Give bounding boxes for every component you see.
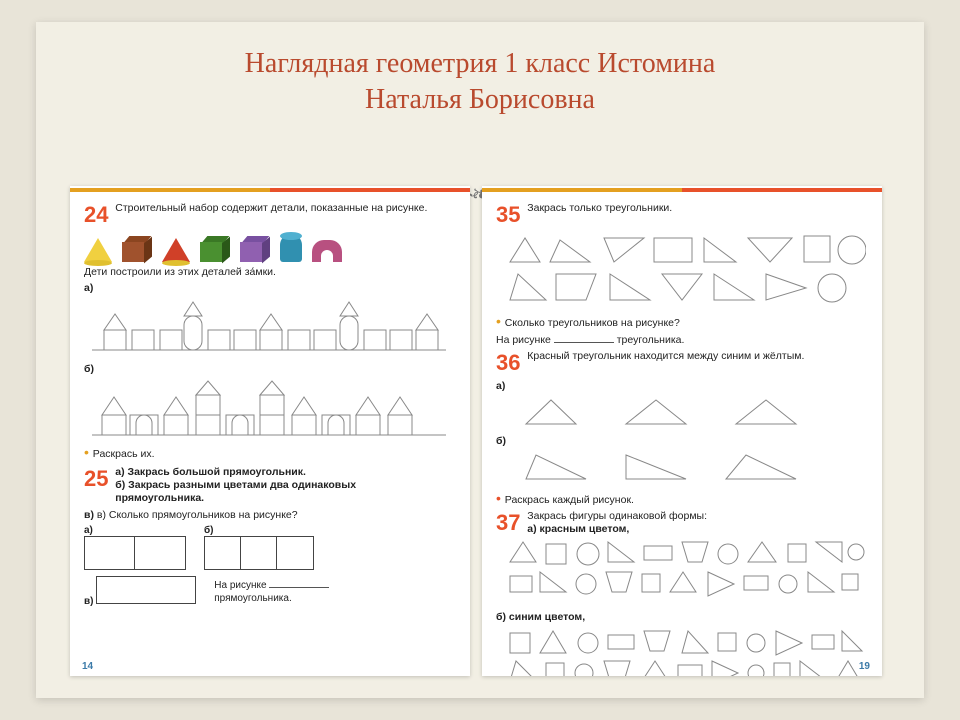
label-v1: в) <box>84 509 94 521</box>
cube-green-icon <box>200 236 230 262</box>
exercise-37-num: 37 <box>496 510 520 536</box>
ex35-ans1: На рисунке <box>496 334 551 346</box>
arch-icon <box>312 240 342 262</box>
castle-a-drawing <box>84 296 454 356</box>
slide-title: Наглядная геометрия 1 класс Истомина Нат… <box>36 22 924 127</box>
shapes-37b <box>496 625 866 676</box>
tri-row-a <box>496 394 866 428</box>
building-pieces-row <box>84 234 456 262</box>
page-number-19: 19 <box>859 661 870 672</box>
cone-red-icon <box>162 238 190 262</box>
ex37-a: а) красным цветом, <box>527 523 629 535</box>
ex25-a: а) Закрась большой прямоугольник. <box>115 466 306 478</box>
page-top-band <box>70 188 470 192</box>
label-b3: б) <box>496 435 506 447</box>
castle-b-drawing <box>84 377 454 437</box>
exercise-24-num: 24 <box>84 202 108 228</box>
ex25-ans1: На рисунке <box>214 580 266 591</box>
exercise-25-text: а) Закрась большой прямоугольник. б) Зак… <box>115 466 435 505</box>
label-a3: а) <box>496 380 505 392</box>
rectangles-row-1: а) б) <box>84 525 456 570</box>
page-number-14: 14 <box>82 661 93 672</box>
tri-row-b <box>496 449 866 483</box>
page-14: 24 Строительный набор содержит детали, п… <box>70 186 470 676</box>
exercise-36-num: 36 <box>496 350 520 376</box>
cone-icon <box>84 238 112 262</box>
label-v2: в) <box>84 596 93 607</box>
slide-frame: Наглядная геометрия 1 класс Истомина Нат… <box>36 22 924 698</box>
ex35-q: Сколько треугольников на рисунке? <box>496 313 868 329</box>
label-b2: б) <box>204 525 214 536</box>
rect-b <box>204 536 314 570</box>
ex37-b: б) синим цветом, <box>496 611 585 623</box>
exercise-37-text: Закрась фигуры одинаковой формы: а) крас… <box>527 510 707 536</box>
exercise-24-subtext: Дети построили из этих деталей за́мки. <box>84 266 456 278</box>
shapes-35 <box>496 228 866 306</box>
exercise-36-text: Красный треугольник находится между сини… <box>527 350 804 363</box>
label-a: а) <box>84 282 93 294</box>
label-b: б) <box>84 363 94 375</box>
exercise-35-text: Закрась только треугольники. <box>527 202 672 215</box>
ex36-paint: Раскрась каждый рисунок. <box>496 490 868 506</box>
exercise-35-num: 35 <box>496 202 520 228</box>
ex25-v: в) Сколько прямоугольников на рисунке? <box>97 509 298 521</box>
cylinder-icon <box>280 234 302 262</box>
ex25-b: б) Закрась разными цветами два одинаковы… <box>115 479 356 504</box>
workbook-pages: 24 Строительный набор содержит детали, п… <box>70 186 882 676</box>
rect-a <box>84 536 186 570</box>
page-top-band-r <box>482 188 882 192</box>
exercise-25-num: 25 <box>84 466 108 492</box>
cube-brown-icon <box>122 236 152 262</box>
rectangles-row-2: в) На рисунке прямоугольника. <box>84 576 456 607</box>
cube-purple-icon <box>240 236 270 262</box>
ex25-ans2: прямоугольника. <box>214 593 291 604</box>
title-line-2: Наталья Борисовна <box>365 84 595 115</box>
exercise-24-paint: Раскрась их. <box>84 444 456 460</box>
shapes-37a <box>496 536 866 604</box>
title-line-1: Наглядная геометрия 1 класс Истомина <box>245 48 716 79</box>
blank-1 <box>269 578 329 588</box>
rect-v <box>96 576 196 604</box>
label-a2: а) <box>84 525 93 536</box>
ex37-text: Закрась фигуры одинаковой формы: <box>527 510 707 522</box>
blank-2 <box>554 333 614 343</box>
exercise-24-text: Строительный набор содержит детали, пока… <box>115 202 427 215</box>
page-19: 35 Закрась только треугольники. Сколько … <box>482 186 882 676</box>
ex35-ans2: треугольника. <box>617 334 685 346</box>
